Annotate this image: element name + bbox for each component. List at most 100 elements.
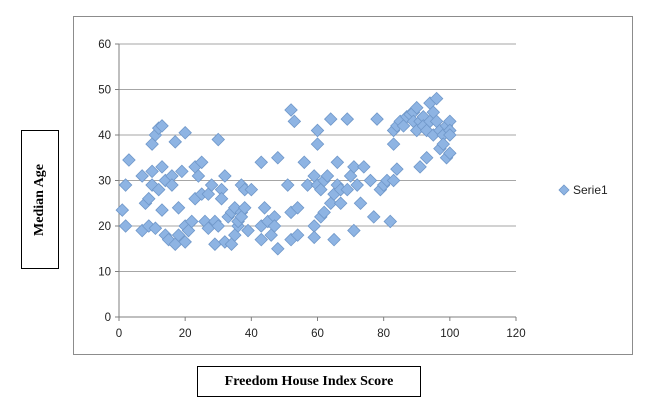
x-tick-label: 40 bbox=[245, 328, 258, 340]
data-point bbox=[185, 214, 199, 229]
data-point bbox=[145, 164, 159, 179]
data-point bbox=[118, 178, 133, 192]
scatter-chart: 0 10 20 30 40 50 60 0 20 40 60 80 100 120 Serie1 bbox=[98, 39, 608, 340]
data-point bbox=[290, 201, 305, 215]
data-point bbox=[287, 114, 302, 129]
data-point bbox=[300, 178, 315, 192]
x-tick-label: 80 bbox=[377, 328, 390, 340]
data-point bbox=[228, 228, 242, 242]
y-tick-label: 60 bbox=[98, 39, 111, 51]
data-point bbox=[218, 169, 232, 183]
data-point bbox=[118, 219, 133, 233]
data-point bbox=[323, 112, 338, 126]
data-point bbox=[333, 196, 348, 211]
data-point bbox=[211, 132, 226, 147]
data-point bbox=[204, 178, 219, 192]
data-point bbox=[244, 182, 259, 197]
data-point bbox=[396, 119, 411, 133]
data-point bbox=[347, 223, 361, 238]
x-tick-label: 20 bbox=[179, 328, 192, 340]
y-axis-title-box: Median Age bbox=[21, 130, 59, 269]
data-point bbox=[211, 219, 226, 233]
data-point bbox=[271, 241, 285, 256]
data-point bbox=[142, 191, 156, 206]
data-point bbox=[317, 205, 331, 220]
data-point bbox=[228, 201, 242, 215]
y-tick-label: 10 bbox=[98, 267, 111, 279]
y-axis-title: Median Age bbox=[32, 163, 47, 236]
data-point bbox=[310, 123, 325, 138]
data-point bbox=[191, 169, 206, 183]
axes bbox=[115, 43, 517, 321]
data-point bbox=[310, 137, 325, 151]
x-tick-label: 100 bbox=[440, 328, 459, 340]
legend-marker-icon bbox=[558, 184, 570, 196]
data-point bbox=[350, 178, 364, 192]
data-point bbox=[443, 146, 457, 160]
data-points bbox=[115, 91, 457, 256]
data-point bbox=[353, 196, 368, 211]
data-point bbox=[214, 191, 229, 206]
data-point bbox=[151, 182, 166, 197]
data-point bbox=[155, 203, 169, 217]
data-point bbox=[115, 203, 130, 217]
data-point bbox=[284, 103, 298, 117]
data-point bbox=[148, 221, 163, 236]
data-point bbox=[254, 232, 269, 247]
x-axis-title: Freedom House Index Score bbox=[224, 373, 394, 389]
data-point bbox=[370, 112, 384, 126]
data-point bbox=[366, 210, 381, 224]
data-point bbox=[171, 201, 186, 215]
data-point bbox=[208, 237, 222, 251]
data-point bbox=[307, 219, 321, 233]
x-tick-label: 120 bbox=[506, 328, 525, 340]
y-tick-label: 20 bbox=[98, 221, 111, 233]
data-point bbox=[347, 160, 361, 174]
data-point bbox=[237, 201, 252, 215]
data-point bbox=[280, 178, 295, 192]
data-point bbox=[290, 228, 305, 242]
data-point bbox=[254, 155, 269, 170]
legend-label: Serie1 bbox=[573, 183, 608, 197]
data-point bbox=[155, 119, 169, 133]
x-tick-label: 0 bbox=[116, 328, 122, 340]
data-point bbox=[178, 235, 192, 249]
data-point bbox=[383, 214, 398, 229]
data-point bbox=[171, 228, 186, 242]
data-point bbox=[267, 219, 282, 233]
data-point bbox=[386, 173, 401, 188]
data-point bbox=[413, 160, 427, 174]
data-point bbox=[363, 173, 378, 188]
data-point bbox=[142, 219, 156, 233]
data-point bbox=[340, 112, 355, 126]
data-point bbox=[165, 178, 179, 192]
chart-area: 0 10 20 30 40 50 60 0 20 40 60 80 100 120 Serie1 bbox=[73, 16, 633, 355]
legend: Serie1 bbox=[558, 183, 608, 197]
data-point bbox=[419, 150, 434, 165]
data-point bbox=[155, 160, 169, 174]
data-point bbox=[443, 128, 457, 142]
data-point bbox=[390, 162, 404, 176]
data-point bbox=[327, 232, 341, 247]
y-tick-label: 50 bbox=[98, 85, 111, 97]
y-tick-label: 30 bbox=[98, 176, 111, 188]
data-point bbox=[307, 230, 321, 245]
data-point bbox=[297, 155, 312, 170]
x-tick-label: 60 bbox=[311, 328, 324, 340]
data-point bbox=[257, 201, 272, 215]
data-point bbox=[181, 223, 196, 238]
data-point bbox=[218, 235, 232, 249]
data-point bbox=[194, 155, 209, 170]
tick-labels: 0 10 20 30 40 50 60 0 20 40 60 80 100 120 bbox=[98, 39, 525, 340]
data-point bbox=[271, 150, 285, 165]
data-point bbox=[357, 160, 371, 174]
y-tick-label: 0 bbox=[105, 312, 111, 324]
data-point bbox=[241, 223, 255, 238]
data-point bbox=[175, 164, 189, 179]
data-point bbox=[320, 169, 335, 183]
data-point bbox=[436, 137, 450, 151]
data-point bbox=[409, 100, 424, 115]
data-point bbox=[330, 155, 345, 170]
data-point bbox=[168, 135, 183, 149]
data-point bbox=[122, 153, 136, 167]
